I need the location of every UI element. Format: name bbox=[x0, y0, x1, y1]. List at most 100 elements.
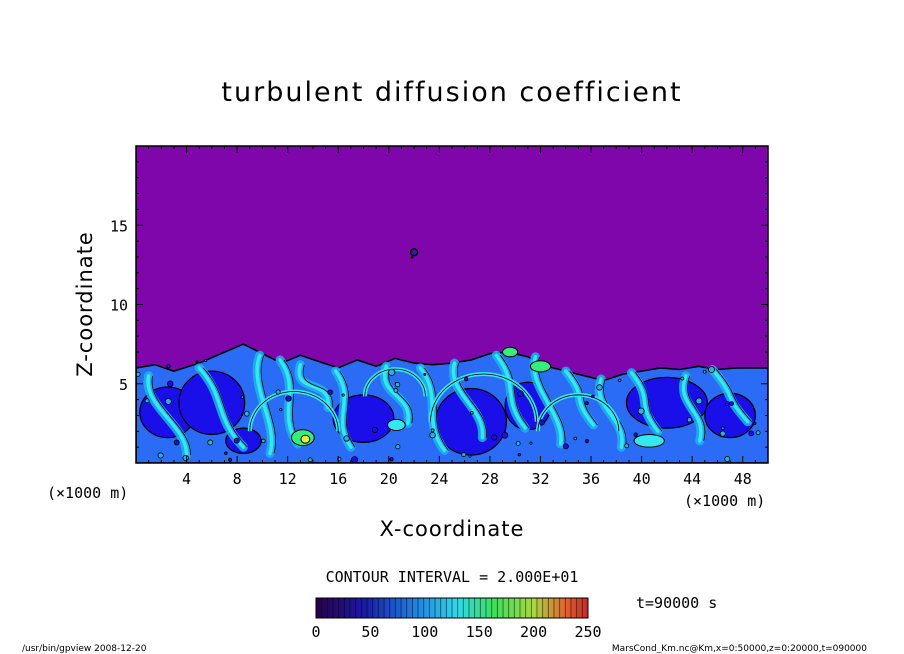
footer-right: MarsCond_Km.nc@Km,x=0:50000,z=0:20000,t=… bbox=[612, 644, 867, 654]
time-label: t=90000 s bbox=[636, 594, 717, 612]
plume-core bbox=[494, 353, 528, 430]
small-eddy bbox=[748, 430, 755, 437]
small-eddy bbox=[624, 443, 630, 449]
y-tick-label: 15 bbox=[110, 217, 128, 235]
small-eddy bbox=[275, 389, 281, 395]
small-eddy bbox=[182, 454, 189, 462]
x-axis-unit-right: (×1000 m) bbox=[684, 492, 765, 510]
x-tick-label: 16 bbox=[329, 470, 347, 488]
small-eddy bbox=[157, 452, 164, 459]
small-eddy bbox=[207, 439, 214, 446]
contour-interval-text: CONTOUR INTERVAL = 2.000E+01 bbox=[326, 568, 579, 586]
small-eddy bbox=[729, 401, 735, 407]
small-eddy bbox=[702, 369, 707, 374]
small-eddy bbox=[584, 439, 590, 444]
small-eddy bbox=[596, 384, 603, 391]
y-tick-label: 10 bbox=[110, 297, 128, 315]
small-eddy bbox=[144, 398, 150, 404]
small-eddy bbox=[501, 431, 509, 439]
small-eddy bbox=[721, 426, 725, 430]
small-eddy bbox=[633, 432, 638, 437]
x-axis-unit-left: (×1000 m) bbox=[47, 484, 128, 502]
plume-contour bbox=[424, 367, 449, 451]
small-eddy bbox=[468, 454, 472, 458]
small-eddy bbox=[464, 376, 469, 382]
colorbar-tick-label: 0 bbox=[311, 623, 320, 641]
small-eddy bbox=[637, 407, 645, 415]
small-eddy bbox=[167, 380, 174, 387]
plume-core bbox=[297, 362, 330, 410]
small-eddy bbox=[204, 359, 208, 362]
plume-core bbox=[710, 367, 750, 424]
x-axis-label: X-coordinate bbox=[380, 517, 525, 541]
small-eddy bbox=[461, 452, 467, 458]
high-diffusion-spot bbox=[502, 346, 519, 358]
footer-left: /usr/bin/gpview 2008-12-20 bbox=[22, 644, 147, 654]
colorbar-ticks: 0 50 100 150 200 250 bbox=[311, 623, 601, 641]
small-eddy bbox=[240, 395, 245, 399]
x-tick-label: 20 bbox=[380, 470, 398, 488]
x-tick-label: 8 bbox=[233, 470, 242, 488]
small-eddy bbox=[261, 438, 266, 444]
small-eddy bbox=[755, 430, 761, 436]
x-tick-label: 4 bbox=[182, 470, 191, 488]
high-diffusion-spot bbox=[529, 360, 552, 373]
plume-core bbox=[451, 361, 485, 440]
small-eddy bbox=[164, 397, 172, 405]
small-eddy bbox=[708, 366, 716, 374]
high-diffusion-spot bbox=[387, 418, 406, 432]
small-eddy bbox=[529, 441, 533, 445]
small-eddy bbox=[517, 452, 521, 457]
plume-core bbox=[681, 374, 703, 443]
small-eddy bbox=[173, 439, 180, 446]
plume-arc-contour bbox=[537, 394, 620, 432]
colorbar-contour-stripes bbox=[315, 598, 589, 618]
x-tick-label: 44 bbox=[683, 470, 701, 488]
colorbar-tick-label: 200 bbox=[520, 623, 547, 641]
small-eddy bbox=[224, 451, 228, 455]
colorbar-tick-label: 250 bbox=[574, 623, 601, 641]
y-tick-label: 5 bbox=[119, 376, 128, 394]
x-tick-label: 36 bbox=[582, 470, 600, 488]
small-eddy bbox=[491, 434, 498, 441]
small-eddy bbox=[423, 372, 427, 376]
high-diffusion-spot bbox=[300, 434, 311, 444]
plume-contour bbox=[339, 370, 356, 448]
isolated-eddy bbox=[409, 247, 419, 257]
colorbar-tick-label: 50 bbox=[361, 623, 379, 641]
small-eddy bbox=[327, 389, 333, 395]
plume-core bbox=[146, 374, 189, 457]
plume-contour bbox=[456, 363, 487, 438]
x-axis-ticks: 4 8 12 16 20 24 28 32 36 40 44 48 bbox=[148, 146, 756, 488]
plume-contour bbox=[635, 372, 663, 432]
low-diffusion-cell bbox=[434, 387, 507, 456]
small-eddy bbox=[243, 410, 250, 417]
small-eddy bbox=[279, 408, 283, 412]
small-eddy bbox=[515, 440, 521, 446]
y-axis-label: Z-coordinate bbox=[73, 231, 97, 377]
small-eddy bbox=[388, 368, 396, 376]
small-eddy bbox=[341, 393, 345, 397]
small-eddy bbox=[429, 431, 436, 439]
small-eddy bbox=[686, 417, 692, 423]
plume-contour bbox=[302, 364, 333, 408]
plume-contour bbox=[260, 355, 276, 454]
plume-contour bbox=[388, 366, 413, 424]
small-eddy bbox=[538, 419, 545, 426]
small-eddy bbox=[753, 421, 757, 425]
small-eddy bbox=[617, 378, 622, 383]
x-tick-label: 12 bbox=[279, 470, 297, 488]
isolated-eddy-tail bbox=[410, 255, 414, 259]
small-eddy bbox=[195, 360, 199, 364]
small-eddy bbox=[351, 456, 359, 463]
small-eddy bbox=[585, 401, 589, 405]
small-eddy bbox=[166, 363, 171, 369]
high-diffusion-spot bbox=[633, 433, 665, 448]
small-eddy bbox=[724, 456, 731, 463]
x-tick-label: 28 bbox=[481, 470, 499, 488]
plume-arc-contour bbox=[249, 391, 339, 432]
plume-contour bbox=[499, 354, 530, 429]
chart-title: turbulent diffusion coefficient bbox=[221, 77, 682, 108]
plume-arc-contour bbox=[430, 373, 538, 422]
